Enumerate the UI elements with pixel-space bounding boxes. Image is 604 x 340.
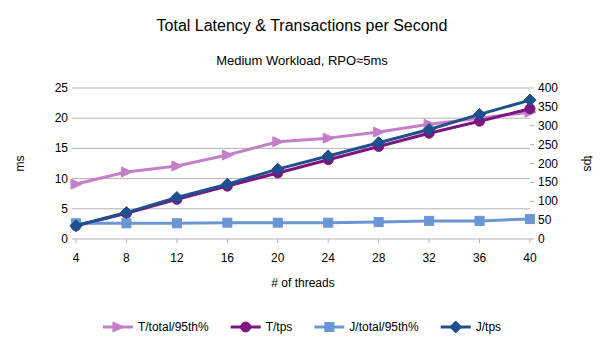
- grid-line: [72, 148, 530, 149]
- legend-item: J/tps: [441, 320, 501, 334]
- legend-label: J/tps: [476, 320, 501, 334]
- x-tick-label: 24: [322, 251, 336, 265]
- legend-label: T/tps: [266, 320, 293, 334]
- data-point: [70, 220, 82, 232]
- data-point: [324, 218, 333, 227]
- background: [0, 0, 604, 340]
- y2-tick: [530, 144, 534, 145]
- data-point: [171, 191, 183, 203]
- data-point: [475, 216, 484, 225]
- x-tick-label: 32: [422, 251, 436, 265]
- x-tick: [76, 239, 77, 243]
- y2-tick-label: 0: [538, 232, 545, 246]
- y-tick-label: 10: [55, 172, 69, 186]
- x-tick-label: 8: [123, 251, 130, 265]
- legend-label: J/total/95th%: [349, 320, 419, 334]
- x-tick: [378, 239, 379, 243]
- data-point: [120, 207, 132, 219]
- y-tick-label: 0: [61, 232, 68, 246]
- title: Total Latency & Transactions per Second: [157, 17, 448, 34]
- y-tick-label: 5: [61, 202, 68, 216]
- y2-tick-label: 300: [538, 119, 558, 133]
- x-tick: [530, 239, 531, 243]
- series-line: [76, 219, 530, 223]
- grid-line: [72, 239, 530, 240]
- y2-axis-title: tps: [581, 155, 595, 171]
- data-point: [172, 219, 181, 228]
- legend-marker: [325, 323, 334, 332]
- y2-tick: [530, 163, 534, 164]
- legend-item: J/total/95th%: [314, 320, 419, 334]
- data-point: [322, 150, 334, 162]
- y-tick-label: 20: [55, 111, 69, 125]
- plot-area: [70, 94, 536, 232]
- legend: T/total/95th% T/tps J/total/95th% J/tps: [103, 320, 501, 334]
- y2-tick: [530, 125, 534, 126]
- data-point: [524, 94, 536, 106]
- x-tick-label: 16: [221, 251, 235, 265]
- x-tick-label: 28: [372, 251, 386, 265]
- data-point: [423, 124, 435, 136]
- x-tick: [176, 239, 177, 243]
- data-point: [273, 218, 282, 227]
- y2-tick: [530, 201, 534, 202]
- data-point: [474, 108, 486, 120]
- y2-tick-label: 350: [538, 100, 558, 114]
- legend-item: T/total/95th%: [103, 320, 209, 334]
- y2-tick-label: 400: [538, 81, 558, 95]
- y-axis-title: ms: [13, 156, 27, 172]
- x-tick-label: 12: [170, 251, 184, 265]
- data-point: [373, 137, 385, 149]
- data-point: [425, 216, 434, 225]
- data-point: [273, 137, 284, 147]
- y-tick-label: 15: [55, 141, 69, 155]
- legend-marker: [241, 322, 251, 332]
- subtitle: Medium Workload, RPO≈5ms: [216, 53, 388, 68]
- chart: Total Latency & Transactions per Second M…: [0, 0, 604, 340]
- data-point: [71, 179, 82, 189]
- data-point: [222, 150, 233, 160]
- grid-line: [72, 178, 530, 179]
- y-tick-label: 25: [55, 81, 69, 95]
- y2-tick-label: 150: [538, 175, 558, 189]
- data-point: [122, 219, 131, 228]
- x-tick: [429, 239, 430, 243]
- legend-marker: [450, 321, 462, 333]
- grid-line: [72, 88, 530, 89]
- y2-tick-label: 50: [538, 213, 552, 227]
- series-line: [76, 100, 530, 226]
- x-tick: [479, 239, 480, 243]
- data-point: [121, 167, 132, 177]
- x-tick: [126, 239, 127, 243]
- data-point: [272, 163, 284, 175]
- x-tick-label: 40: [523, 251, 537, 265]
- data-point: [526, 215, 535, 224]
- x-tick: [227, 239, 228, 243]
- legend-label: T/total/95th%: [138, 320, 209, 334]
- x-tick-label: 20: [271, 251, 285, 265]
- y2-tick: [530, 88, 534, 89]
- data-point: [323, 133, 334, 143]
- series-line: [76, 112, 530, 184]
- legend-item: T/tps: [231, 320, 293, 334]
- y2-tick-label: 100: [538, 194, 558, 208]
- data-point: [374, 218, 383, 227]
- y2-tick: [530, 182, 534, 183]
- y2-tick-label: 250: [538, 138, 558, 152]
- data-point: [172, 161, 183, 171]
- data-point: [221, 178, 233, 190]
- x-axis-title: # of threads: [271, 276, 334, 290]
- y2-tick: [530, 239, 534, 240]
- legend-marker: [113, 322, 124, 332]
- x-tick: [277, 239, 278, 243]
- data-point: [374, 127, 385, 137]
- x-tick-label: 36: [473, 251, 487, 265]
- x-tick-label: 4: [73, 251, 80, 265]
- data-point: [223, 218, 232, 227]
- y2-tick-label: 200: [538, 157, 558, 171]
- x-tick: [328, 239, 329, 243]
